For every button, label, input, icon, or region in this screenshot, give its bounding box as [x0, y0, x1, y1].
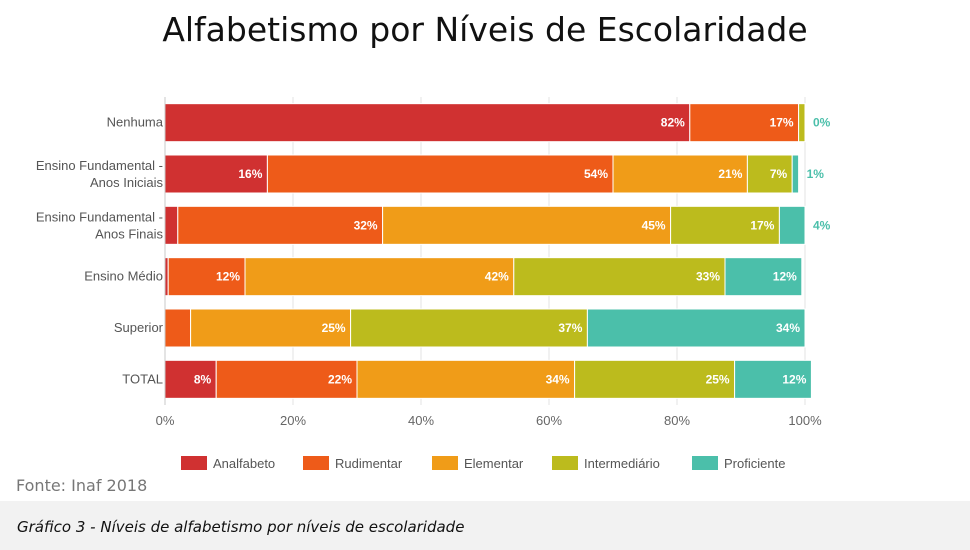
stacked-bar-chart: 82% 17% 0% 16% 54% 21% 7% 1% 32% 45% 17% 4% 12% 42% 33… — [36, 97, 831, 471]
data-label: 0% — [813, 116, 831, 130]
legend-label[interactable]: Rudimentar — [335, 456, 403, 471]
category-label-line: Anos Finais — [95, 226, 163, 241]
data-label: 17% — [750, 218, 774, 232]
source-note: Fonte: Inaf 2018 — [16, 476, 148, 495]
category-label: Ensino Fundamental - Anos Iniciais — [36, 158, 164, 190]
legend-label[interactable]: Proficiente — [724, 456, 785, 471]
data-label: 12% — [216, 270, 240, 284]
category-label-line: Ensino Fundamental - — [36, 158, 163, 173]
data-label: 37% — [558, 321, 582, 335]
bar-segment[interactable] — [612, 154, 748, 194]
category-label-line: Superior — [114, 320, 164, 335]
legend-swatch[interactable] — [432, 456, 458, 470]
chart-title: Alfabetismo por Níveis de Escolaridade — [162, 10, 808, 49]
data-label: 7% — [770, 167, 788, 181]
data-label: 42% — [485, 270, 509, 284]
bar-segment[interactable] — [734, 359, 812, 399]
bar-segment[interactable] — [798, 103, 806, 143]
bar-segment[interactable] — [244, 257, 515, 297]
data-label: 12% — [773, 270, 797, 284]
bar-segment[interactable] — [266, 154, 614, 194]
data-label: 82% — [661, 116, 685, 130]
bar-segment[interactable] — [724, 257, 803, 297]
category-label-line: Anos Iniciais — [90, 175, 163, 190]
bar-segment[interactable] — [382, 205, 672, 245]
x-tick-label: 0% — [156, 413, 175, 428]
bar-segment[interactable] — [190, 308, 352, 348]
bar-segment[interactable] — [586, 308, 806, 348]
data-label: 4% — [813, 218, 831, 232]
axes: 0% 20% 40% 60% 80% 100% Nenhuma Ensino Fundamen… — [36, 97, 822, 428]
bar-segment[interactable] — [164, 103, 691, 143]
legend-swatch[interactable] — [692, 456, 718, 470]
grid — [164, 97, 806, 405]
data-label: 34% — [776, 321, 800, 335]
bars — [164, 103, 812, 399]
data-label: 34% — [546, 372, 570, 386]
category-label-line: Ensino Médio — [84, 269, 163, 284]
bar-segment[interactable] — [164, 205, 179, 245]
data-label: 21% — [718, 167, 742, 181]
category-label: Nenhuma — [107, 115, 164, 130]
data-label: 16% — [238, 167, 262, 181]
category-label: Ensino Médio — [84, 269, 163, 284]
legend-label[interactable]: Intermediário — [584, 456, 660, 471]
category-label: TOTAL — [122, 371, 163, 386]
data-label: 45% — [642, 218, 666, 232]
category-label-line: Ensino Fundamental - — [36, 209, 163, 224]
legend-swatch[interactable] — [181, 456, 207, 470]
bar-segment[interactable] — [177, 205, 384, 245]
category-label: Ensino Fundamental - Anos Finais — [36, 209, 164, 241]
bar-segment[interactable] — [513, 257, 726, 297]
data-labels: 82% 17% 0% 16% 54% 21% 7% 1% 32% 45% 17% 4% 12% 42% 33… — [194, 116, 831, 387]
figure-caption: Gráfico 3 - Níveis de alfabetismo por ní… — [17, 518, 465, 536]
bar-segment[interactable] — [167, 257, 246, 297]
category-label: Superior — [114, 320, 164, 335]
bar-segment[interactable] — [215, 359, 358, 399]
legend-swatch[interactable] — [303, 456, 329, 470]
bar-segment[interactable] — [356, 359, 576, 399]
data-label: 54% — [584, 167, 608, 181]
x-tick-label: 60% — [536, 413, 562, 428]
bar-segment[interactable] — [574, 359, 736, 399]
x-tick-label: 80% — [664, 413, 690, 428]
legend-label[interactable]: Elementar — [464, 456, 524, 471]
legend-label[interactable]: Analfabeto — [213, 456, 275, 471]
bar-segment[interactable] — [746, 154, 793, 194]
category-label-line: Nenhuma — [107, 115, 164, 130]
bar-segment[interactable] — [350, 308, 588, 348]
data-label: 12% — [782, 372, 806, 386]
caption-bar: Gráfico 3 - Níveis de alfabetismo por ní… — [0, 501, 970, 550]
data-label: 22% — [328, 372, 352, 386]
data-label: 33% — [696, 270, 720, 284]
x-tick-label: 40% — [408, 413, 434, 428]
x-tick-label: 20% — [280, 413, 306, 428]
bar-segment[interactable] — [670, 205, 780, 245]
x-tick-label: 100% — [788, 413, 822, 428]
data-label: 32% — [354, 218, 378, 232]
legend-swatch[interactable] — [552, 456, 578, 470]
data-label: 25% — [322, 321, 346, 335]
legend[interactable]: Analfabeto Rudimentar Elementar Intermediár… — [181, 456, 785, 471]
bar-segment[interactable] — [164, 359, 217, 399]
data-label: 1% — [807, 167, 825, 181]
bar-segment[interactable] — [778, 205, 806, 245]
bar-segment[interactable] — [791, 154, 800, 194]
category-label-line: TOTAL — [122, 371, 163, 386]
bar-segment[interactable] — [164, 308, 192, 348]
data-label: 25% — [706, 372, 730, 386]
data-label: 8% — [194, 372, 212, 386]
data-label: 17% — [770, 116, 794, 130]
